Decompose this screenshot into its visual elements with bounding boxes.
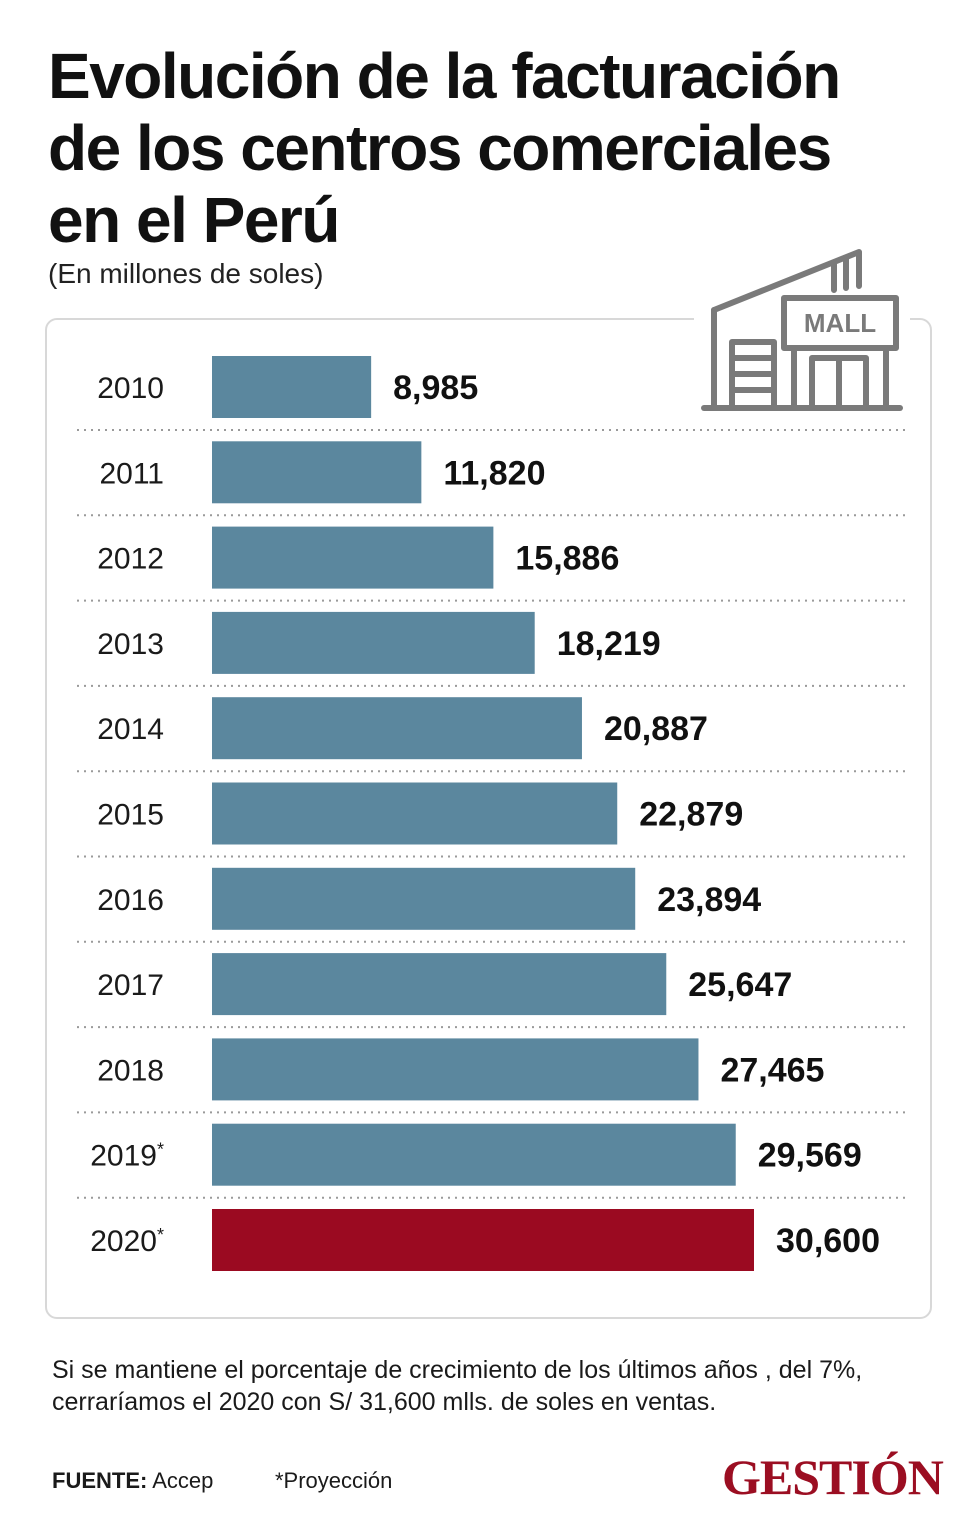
year-label-2015: 2015 [97, 799, 164, 832]
bar-2020 [212, 1209, 754, 1271]
year-label-2018: 2018 [97, 1054, 164, 1087]
value-label-2013: 18,219 [557, 625, 661, 663]
year-label-2016: 2016 [97, 884, 164, 917]
title-line-1: Evolución de la facturación [48, 40, 841, 112]
brand-logo: GESTIÓN [722, 1449, 944, 1505]
projection-asterisk: * [157, 1140, 164, 1160]
year-label-2013: 2013 [97, 628, 164, 661]
source-value: Accep [152, 1468, 214, 1493]
bar-2017 [212, 953, 667, 1016]
bar-2010 [212, 356, 372, 418]
year-label-2014: 2014 [97, 713, 164, 746]
value-label-2018: 27,465 [720, 1051, 824, 1089]
source-label: FUENTE: [52, 1468, 148, 1493]
year-label-2010: 2010 [97, 372, 164, 405]
value-label-2020: 30,600 [776, 1222, 880, 1260]
value-label-2011: 11,820 [443, 454, 545, 492]
mall-building-icon: MALL [694, 246, 910, 422]
title-line-2: de los centros comerciales [48, 112, 832, 184]
chart-subtitle: (En millones de soles) [48, 258, 324, 289]
bar-2019 [212, 1123, 736, 1186]
bar-2016 [212, 867, 636, 930]
year-label-2019: 2019* [90, 1140, 164, 1173]
projection-asterisk: * [157, 1225, 164, 1245]
bar-2011 [212, 441, 422, 504]
projection-explanation: Si se mantiene el porcentaje de crecimie… [52, 1356, 863, 1416]
mall-sign-text: MALL [804, 308, 876, 338]
chart-title: Evolución de la facturación de los centr… [48, 40, 948, 256]
source-line: FUENTE: Accep [52, 1468, 213, 1494]
bar-2012 [212, 526, 494, 589]
bar-2015 [212, 782, 618, 845]
year-label-2017: 2017 [97, 969, 164, 1002]
value-label-2019: 29,569 [758, 1137, 862, 1175]
projection-note: *Proyección [275, 1468, 393, 1493]
value-label-2010: 8,985 [393, 369, 478, 407]
year-label-2012: 2012 [97, 543, 164, 576]
value-label-2015: 22,879 [639, 796, 743, 834]
title-line-3: en el Perú [48, 184, 340, 256]
chart-panel: 2010 8,985 2011 11,820 2012 15,886 2013 18,219 2… [45, 318, 932, 1319]
value-label-2014: 20,887 [604, 710, 708, 748]
value-label-2017: 25,647 [688, 966, 792, 1004]
year-label-2011: 2011 [99, 457, 164, 490]
value-label-2016: 23,894 [657, 881, 761, 919]
bar-2013 [212, 611, 535, 674]
bar-2018 [212, 1038, 699, 1101]
bar-2014 [212, 697, 582, 760]
year-label-2020: 2020* [90, 1225, 164, 1258]
bar-chart: 2010 8,985 2011 11,820 2012 15,886 2013 18,219 2… [77, 356, 907, 1271]
value-label-2012: 15,886 [515, 540, 619, 578]
